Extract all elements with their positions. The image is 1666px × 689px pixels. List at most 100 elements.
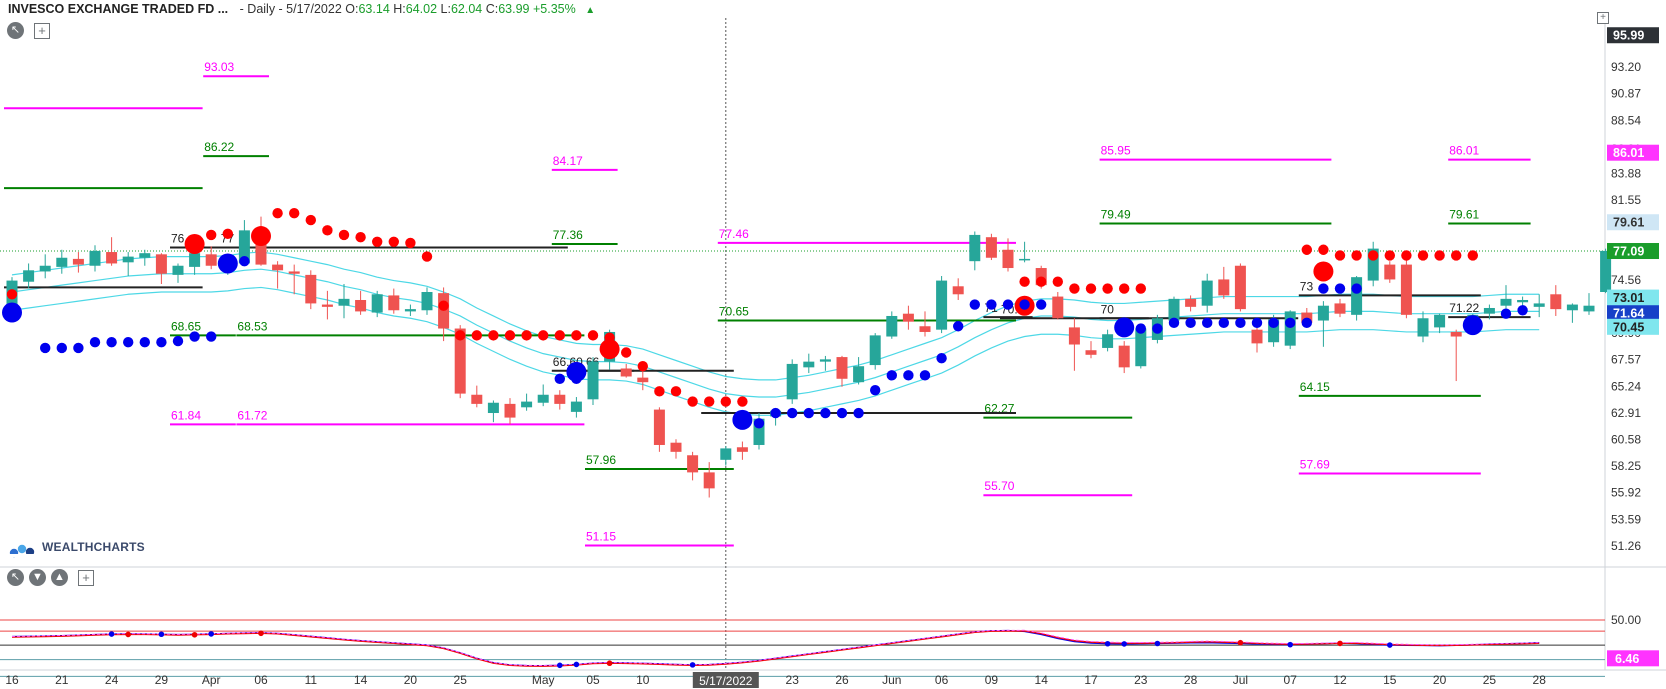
candle-body xyxy=(1251,329,1263,344)
crosshair-date-bg xyxy=(692,672,759,688)
candle-body xyxy=(786,363,798,400)
candle-body xyxy=(421,292,433,311)
red-big-dot xyxy=(184,234,205,255)
osc-blue-marker xyxy=(1154,640,1161,647)
x-tick-label: 06 xyxy=(935,673,949,687)
open-value: 63.14 xyxy=(358,2,390,16)
candle-body xyxy=(1517,299,1529,303)
candle-body xyxy=(1185,298,1197,307)
candle-body xyxy=(238,230,250,264)
price-tag-bg xyxy=(1607,318,1659,335)
blue-dot xyxy=(1235,317,1246,329)
red-dot xyxy=(305,214,316,226)
candle-body xyxy=(1384,264,1396,280)
blue-dot xyxy=(1185,317,1196,329)
candle-body xyxy=(554,394,566,404)
black-level-label: 73 xyxy=(1300,279,1314,293)
candle-body xyxy=(454,328,466,394)
osc-blue-marker xyxy=(208,631,214,637)
candle-body xyxy=(521,401,533,408)
candle-body xyxy=(56,257,68,267)
candle-body xyxy=(736,447,748,452)
candle-body xyxy=(587,361,599,400)
green-level-label: 79.61 xyxy=(1449,208,1479,222)
x-tick-label: 26 xyxy=(835,673,849,687)
x-tick-label: 29 xyxy=(155,673,169,687)
candle-body xyxy=(23,270,35,282)
candle-body xyxy=(189,253,201,267)
red-dot xyxy=(455,330,466,341)
x-tick-label: 14 xyxy=(1035,673,1049,687)
candle-body xyxy=(1168,298,1180,321)
candle-body xyxy=(753,418,765,445)
x-tick-label: 25 xyxy=(454,673,468,687)
red-dot xyxy=(222,228,233,239)
candle-body xyxy=(902,313,914,322)
magenta-level-label: 51.15 xyxy=(586,529,616,543)
green-level-label: 70.65 xyxy=(719,305,749,319)
candle-body xyxy=(853,366,865,383)
indicator-cursor-icon[interactable]: ↖ xyxy=(7,569,24,586)
plus-icon[interactable]: + xyxy=(34,23,50,39)
magenta-level-label: 85.95 xyxy=(1101,144,1131,158)
candle-body xyxy=(720,448,732,460)
price-tag-bg xyxy=(1607,289,1659,306)
symbol-name[interactable]: INVESCO EXCHANGE TRADED FD ... xyxy=(8,2,229,16)
y-tick-label: 62.91 xyxy=(1611,406,1641,420)
expand-plus-icon[interactable]: + xyxy=(1597,12,1609,24)
osc-blue-marker xyxy=(1387,642,1393,648)
osc-blue-marker xyxy=(1104,640,1111,647)
blue-big-dot xyxy=(2,302,22,323)
x-tick-label: Jun xyxy=(882,673,901,687)
blue-dot xyxy=(1251,317,1263,329)
blue-dot xyxy=(123,337,134,348)
green-level-label: 68.65 xyxy=(171,319,201,333)
osc-price-tag-label: 6.46 xyxy=(1615,652,1639,666)
low-value: 62.04 xyxy=(450,2,483,16)
candle-body xyxy=(39,265,51,272)
candle-body xyxy=(1334,303,1346,314)
candle-body xyxy=(620,368,632,377)
candle-body xyxy=(272,264,284,271)
cursor-icon[interactable]: ↖ xyxy=(7,22,24,39)
candle-body xyxy=(504,403,516,418)
red-dot xyxy=(1351,250,1362,261)
x-tick-label: 23 xyxy=(1134,673,1148,687)
candle-body xyxy=(388,295,400,311)
candle-body xyxy=(803,361,815,368)
chevron-down-icon[interactable]: ▼ xyxy=(29,569,46,586)
candle-body xyxy=(1085,350,1097,355)
osc-red-marker xyxy=(1337,640,1343,647)
candle-body xyxy=(1500,298,1512,306)
red-dot xyxy=(1334,250,1346,261)
magenta-level-label: 93.03 xyxy=(204,60,234,74)
red-dot xyxy=(687,396,698,407)
oscillator-panel xyxy=(0,619,1605,677)
candle-body xyxy=(1268,319,1280,343)
y-tick-label: 93.20 xyxy=(1611,60,1641,74)
price-tag-label: 79.61 xyxy=(1613,216,1644,230)
axes: 95.99 93.20 90.87 88.54 86.01 83.88 81.55 79.61… xyxy=(5,27,1659,688)
blue-dot xyxy=(753,418,765,429)
blue-dot xyxy=(239,255,250,267)
blue-big-dot xyxy=(1114,317,1135,338)
y-tick-label: 67.57 xyxy=(1611,353,1641,367)
candle-body xyxy=(404,309,416,312)
y-tick-label: 88.54 xyxy=(1611,113,1641,127)
x-tick-label: 14 xyxy=(354,673,368,687)
blue-dot xyxy=(206,331,217,342)
candle-body xyxy=(1434,314,1446,328)
black-level-label: 76 xyxy=(171,231,185,245)
price-tag-label: 70.45 xyxy=(1613,320,1644,334)
indicator-plus-icon[interactable]: + xyxy=(78,570,94,586)
blue-big-dot xyxy=(732,409,753,430)
blue-dot xyxy=(1002,299,1014,310)
candle-body xyxy=(919,326,931,332)
blue-dot xyxy=(969,299,980,310)
x-tick-label: 20 xyxy=(1433,673,1447,687)
blue-dot xyxy=(836,407,848,419)
candle-body xyxy=(288,271,300,274)
black-level-label: 70 xyxy=(1101,302,1115,316)
chevron-up-icon[interactable]: ▲ xyxy=(51,569,68,586)
